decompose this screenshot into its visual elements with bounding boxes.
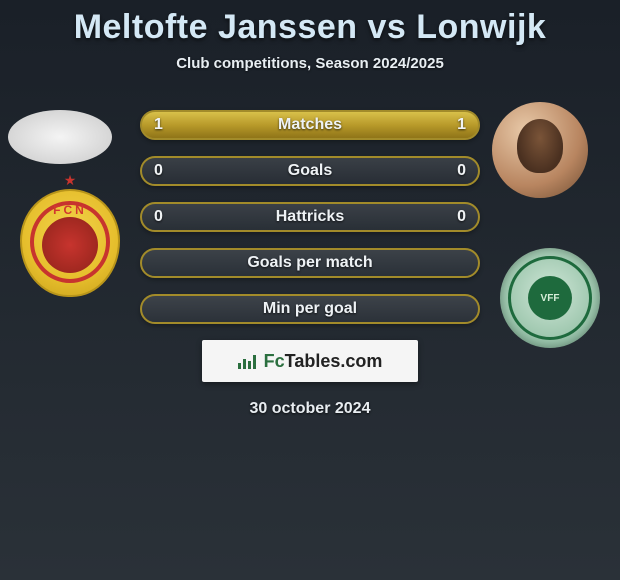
comparison-panel: ★ VFF 1 Matches 1 0 Goals 0 0 Hattricks …: [0, 110, 620, 418]
stat-right-value: [454, 250, 478, 276]
stat-bars: 1 Matches 1 0 Goals 0 0 Hattricks 0 Goal…: [140, 110, 480, 324]
player-right-avatar: [492, 102, 588, 198]
subtitle: Club competitions, Season 2024/2025: [0, 55, 620, 72]
player-left-avatar: [8, 110, 112, 164]
club-right-badge: VFF: [500, 248, 600, 348]
stat-bar-matches: 1 Matches 1: [140, 110, 480, 140]
stat-right-value: 1: [445, 112, 478, 138]
stat-right-value: [454, 296, 478, 322]
club-right-inner: VFF: [528, 276, 572, 320]
stat-bar-goals-per-match: Goals per match: [140, 248, 480, 278]
stat-bar-min-per-goal: Min per goal: [140, 294, 480, 324]
stat-label: Min per goal: [142, 296, 478, 322]
shield-icon: [20, 189, 120, 297]
branding-badge: FcTables.com: [202, 340, 418, 382]
stat-bar-hattricks: 0 Hattricks 0: [140, 202, 480, 232]
branding-suffix: Tables.com: [285, 351, 383, 371]
stat-label: Matches: [142, 112, 478, 138]
stat-right-value: 0: [445, 158, 478, 184]
bar-chart-icon: [238, 353, 258, 369]
date-label: 30 october 2024: [0, 400, 620, 418]
stat-label: Goals: [142, 158, 478, 184]
lion-icon: [42, 217, 98, 273]
page-title: Meltofte Janssen vs Lonwijk: [0, 0, 620, 47]
stat-right-value: 0: [445, 204, 478, 230]
star-icon: ★: [18, 172, 122, 189]
stat-label: Hattricks: [142, 204, 478, 230]
branding-prefix: Fc: [264, 351, 285, 371]
stat-label: Goals per match: [142, 250, 478, 276]
stat-bar-goals: 0 Goals 0: [140, 156, 480, 186]
club-left-badge: ★: [18, 172, 122, 292]
branding-text: FcTables.com: [264, 351, 383, 372]
